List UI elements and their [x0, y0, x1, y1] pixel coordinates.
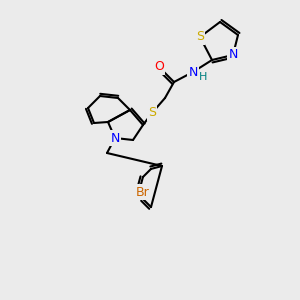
Text: N: N: [110, 131, 120, 145]
Text: S: S: [196, 31, 204, 44]
Text: H: H: [199, 72, 207, 82]
Text: O: O: [154, 61, 164, 74]
Text: N: N: [228, 49, 238, 62]
Text: S: S: [148, 106, 156, 119]
Text: N: N: [188, 65, 198, 79]
Text: Br: Br: [136, 185, 150, 199]
